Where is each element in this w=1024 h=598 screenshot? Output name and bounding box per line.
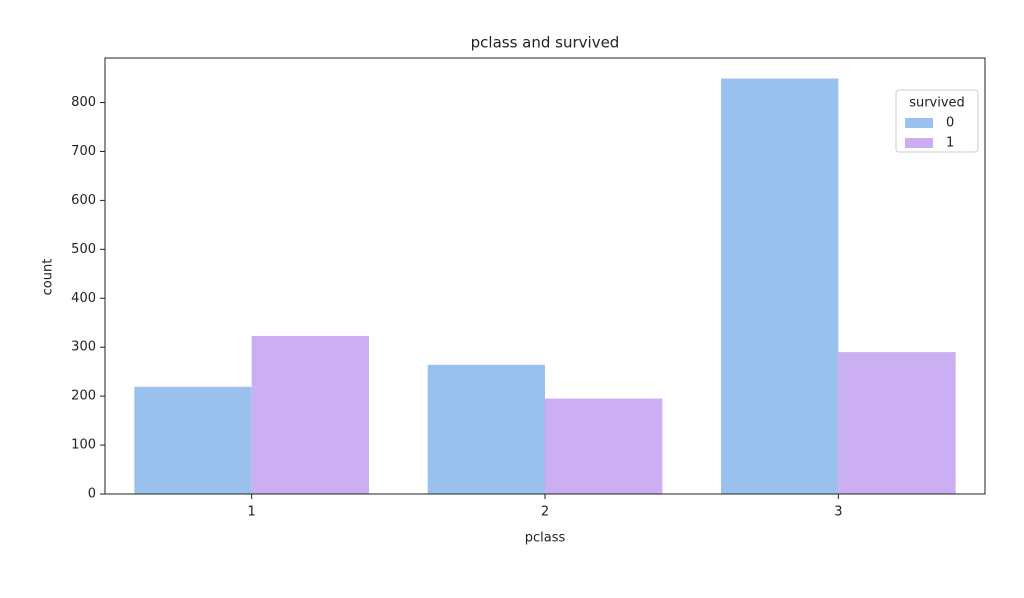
- legend-box: [895, 89, 979, 153]
- legend-swatch: [905, 138, 933, 148]
- y-tick-label: 700: [71, 144, 96, 159]
- y-tick-label: 100: [71, 438, 96, 453]
- legend-swatch: [905, 118, 933, 128]
- y-axis-label: count: [41, 259, 56, 296]
- bar: [721, 78, 839, 494]
- x-axis-label: pclass: [525, 531, 566, 546]
- bar: [427, 364, 545, 494]
- chart-title: pclass and survived: [471, 34, 620, 52]
- legend-label: 1: [946, 136, 954, 151]
- y-tick-label: 800: [71, 95, 96, 110]
- x-tick-label: 3: [834, 505, 842, 520]
- y-tick-label: 600: [71, 193, 96, 208]
- bar: [134, 386, 252, 494]
- x-tick-label: 2: [541, 505, 549, 520]
- x-tick-label: 1: [248, 505, 256, 520]
- bar: [251, 335, 369, 494]
- plot-frame: [104, 57, 986, 495]
- bar: [838, 352, 956, 494]
- y-tick-label: 300: [71, 340, 96, 355]
- legend-label: 0: [946, 116, 954, 131]
- legend-title: survived: [909, 96, 965, 111]
- bar: [545, 398, 663, 494]
- y-tick-label: 500: [71, 242, 96, 257]
- y-tick-label: 400: [71, 291, 96, 306]
- y-tick-label: 200: [71, 389, 96, 404]
- y-tick-label: 0: [88, 487, 96, 502]
